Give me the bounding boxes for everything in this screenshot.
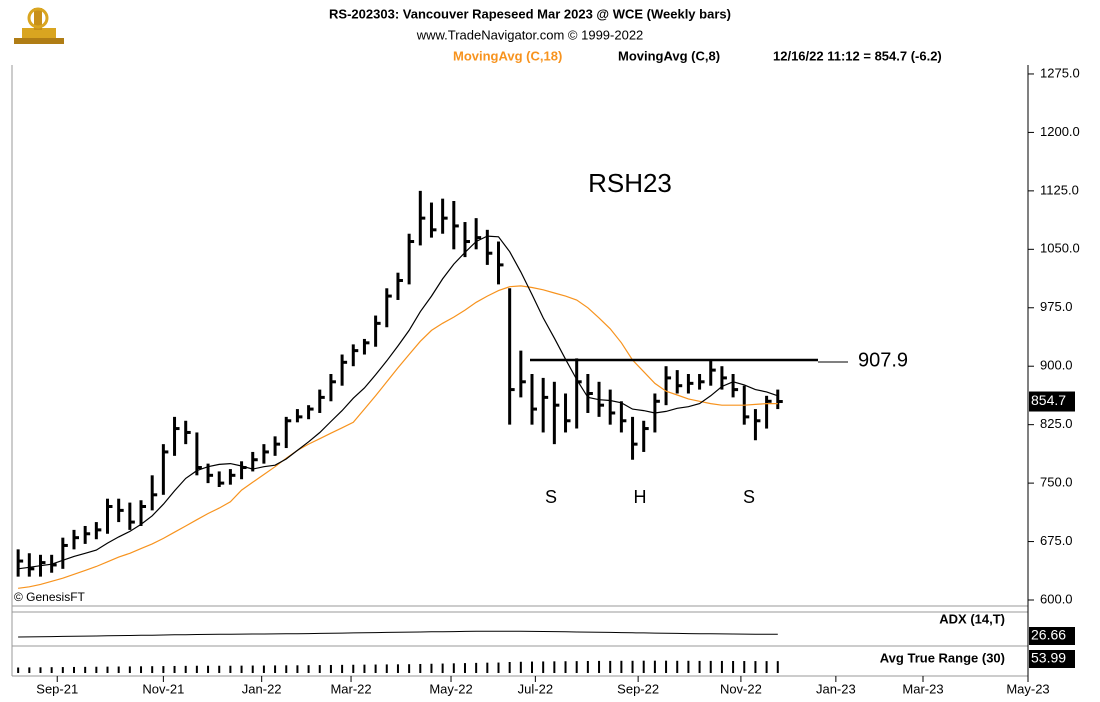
y-tick-label: 1125.0: [1040, 182, 1079, 197]
annotation: S: [743, 487, 755, 507]
atr-value-box: [1029, 650, 1075, 668]
moving-average-line: [18, 235, 778, 570]
x-tick-label: May-22: [429, 681, 472, 696]
chart-title: RS-202303: Vancouver Rapeseed Mar 2023 @…: [329, 6, 731, 21]
annotation: H: [634, 487, 647, 507]
last-price-label: 854.7: [1031, 392, 1066, 408]
y-tick-label: 975.0: [1040, 299, 1073, 314]
last-price-box: [1029, 391, 1075, 412]
chart-subtitle: www.TradeNavigator.com © 1999-2022: [416, 27, 644, 42]
x-tick-label: Mar-22: [330, 681, 371, 696]
source-label: © GenesisFT: [14, 590, 86, 604]
y-tick-label: 1050.0: [1040, 241, 1080, 256]
y-tick-label: 825.0: [1040, 416, 1073, 431]
x-tick-label: Mar-23: [902, 681, 943, 696]
y-tick-label: 1275.0: [1040, 65, 1080, 80]
y-tick-label: 750.0: [1040, 475, 1073, 490]
y-tick-label: 600.0: [1040, 591, 1073, 606]
level-label: 907.9: [858, 349, 908, 371]
y-tick-label: 1200.0: [1040, 124, 1080, 139]
moving-average-line: [18, 285, 778, 589]
x-tick-label: Sep-22: [617, 681, 659, 696]
y-tick-label: 900.0: [1040, 358, 1073, 373]
atr-value-label: 53.99: [1031, 650, 1066, 666]
legend-entry: MovingAvg (C,8): [618, 48, 720, 63]
annotation: RSH23: [588, 168, 672, 198]
indicator-label: Avg True Range (30): [880, 650, 1005, 665]
legend-entry: MovingAvg (C,18): [453, 48, 562, 63]
adx-value-box: [1029, 627, 1075, 645]
x-tick-label: Nov-22: [720, 681, 762, 696]
logo: [14, 7, 64, 44]
x-tick-label: Sep-21: [36, 681, 78, 696]
x-tick-label: Jan-23: [816, 681, 856, 696]
x-tick-label: Jan-22: [242, 681, 282, 696]
indicator-label: ADX (14,T): [939, 611, 1005, 626]
x-tick-label: Nov-21: [142, 681, 184, 696]
x-tick-label: May-23: [1006, 681, 1049, 696]
adx-line: [18, 630, 778, 638]
adx-value-label: 26.66: [1031, 627, 1066, 643]
y-tick-label: 675.0: [1040, 533, 1073, 548]
annotation: S: [545, 487, 557, 507]
status-readout: 12/16/22 11:12 = 854.7 (-6.2): [773, 48, 942, 63]
x-tick-label: Jul-22: [518, 681, 553, 696]
